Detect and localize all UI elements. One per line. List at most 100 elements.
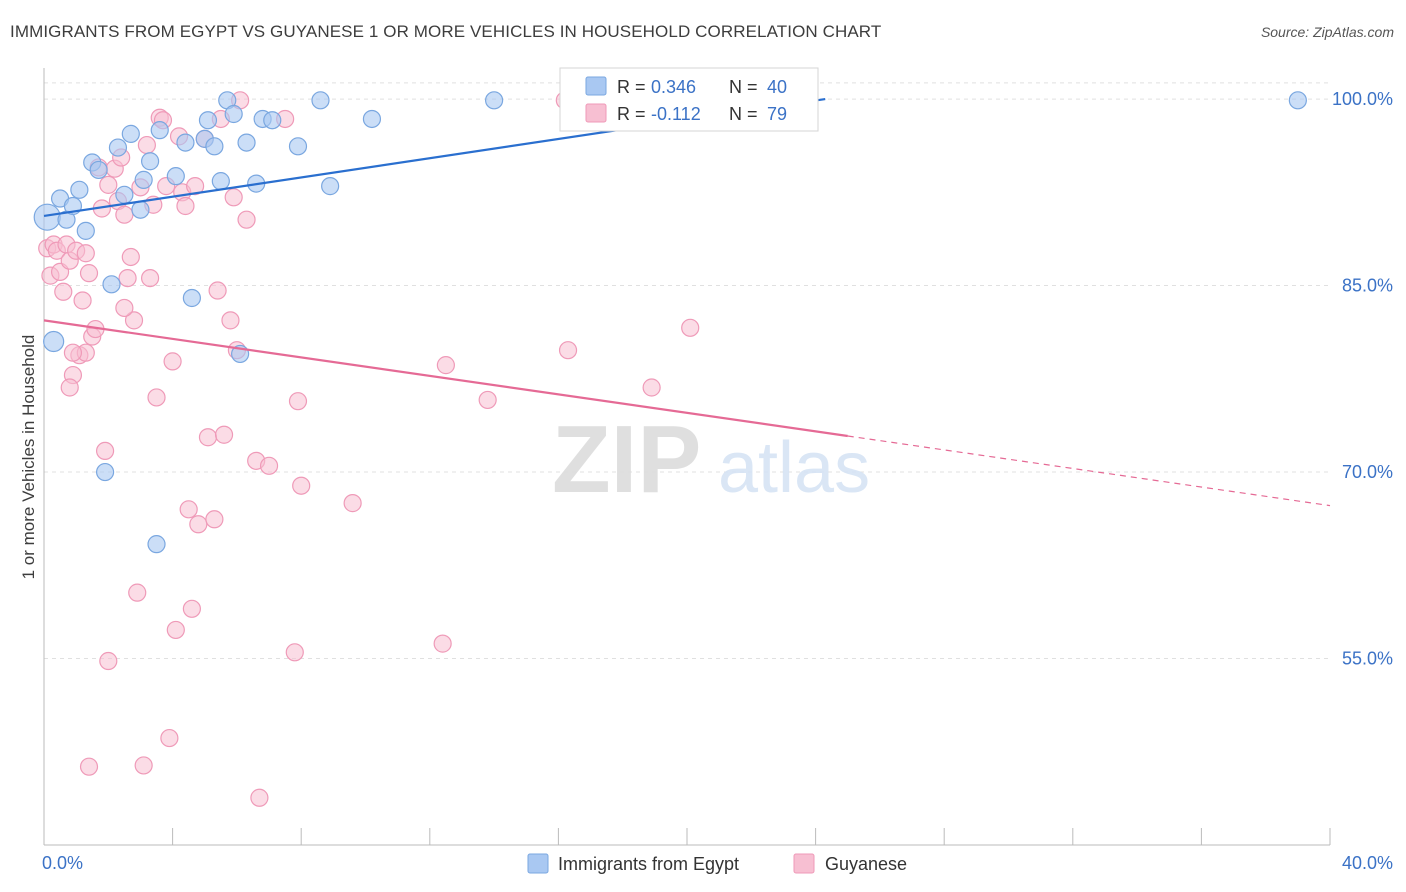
- guyanese-point: [137, 135, 156, 155]
- guyanese-point: [79, 264, 99, 283]
- egypt-point: [102, 275, 121, 294]
- guyanese-point: [140, 269, 160, 288]
- egypt-r-label: R =: [617, 77, 651, 97]
- guyanese-point: [95, 441, 115, 461]
- series-legend: Immigrants from Egypt Guyanese: [527, 853, 907, 874]
- egypt-points: [33, 91, 1307, 554]
- egypt-point: [362, 109, 382, 129]
- guyanese-point: [186, 177, 205, 196]
- guyanese-point: [436, 356, 455, 375]
- egypt-point: [121, 124, 140, 143]
- egypt-point: [224, 104, 243, 124]
- egypt-point: [263, 111, 282, 130]
- x-tick-label: 40.0%: [1342, 853, 1393, 873]
- gridlines: [44, 82, 1330, 660]
- egypt-point: [485, 91, 504, 110]
- guyanese-point: [134, 756, 153, 775]
- guyanese-point: [237, 210, 256, 229]
- guyanese-point: [224, 188, 243, 207]
- guyanese-point: [288, 392, 308, 411]
- chart-title: IMMIGRANTS FROM EGYPT VS GUYANESE 1 OR M…: [10, 22, 882, 41]
- egypt-point: [33, 203, 61, 231]
- watermark-atlas: atlas: [718, 428, 870, 508]
- egypt-n-label: N =: [729, 77, 763, 97]
- egypt-r-value: 0.346: [651, 77, 696, 97]
- guyanese-point: [198, 428, 218, 447]
- guyanese-legend-swatch: [585, 103, 607, 123]
- guyanese-point: [205, 510, 224, 529]
- guyanese-point: [166, 620, 185, 640]
- guyanese-point: [642, 378, 661, 397]
- guyanese-trend-extension: [847, 435, 1331, 507]
- egypt-point: [1288, 91, 1307, 110]
- egypt-point: [211, 172, 230, 191]
- egypt-point: [182, 288, 201, 308]
- guyanese-point: [79, 757, 99, 776]
- egypt-point: [205, 137, 224, 156]
- guyanese-series-swatch: [793, 853, 815, 874]
- guyanese-point: [115, 205, 134, 224]
- guyanese-point: [221, 311, 240, 330]
- y-tick-label: 100.0%: [1332, 89, 1393, 109]
- guyanese-series-label: Guyanese: [825, 854, 907, 874]
- guyanese-point: [176, 196, 195, 216]
- egypt-point: [166, 167, 185, 186]
- stats-legend: R = 0.346 N = 40 R = -0.112 N = 79: [559, 67, 819, 132]
- guyanese-point: [99, 175, 118, 194]
- egypt-series-swatch: [527, 853, 549, 874]
- guyanese-r-label: R =: [617, 104, 651, 124]
- egypt-legend-swatch: [585, 76, 607, 96]
- guyanese-point: [115, 298, 134, 318]
- watermark-zip: ZIP: [552, 406, 701, 513]
- egypt-point: [134, 170, 153, 189]
- guyanese-point: [160, 728, 179, 748]
- egypt-point: [198, 111, 218, 130]
- guyanese-point: [124, 311, 144, 330]
- y-tick-label: 55.0%: [1342, 649, 1393, 669]
- guyanese-point: [54, 282, 73, 301]
- chart-source: Source: ZipAtlas.com: [1260, 24, 1394, 40]
- guyanese-point: [343, 494, 362, 513]
- watermark: ZIP atlas: [552, 406, 870, 513]
- guyanese-point: [179, 500, 198, 519]
- egypt-point: [70, 180, 89, 199]
- egypt-series-label: Immigrants from Egypt: [558, 854, 739, 874]
- egypt-point: [76, 221, 95, 240]
- guyanese-point: [73, 291, 92, 310]
- guyanese-point: [208, 281, 227, 300]
- egypt-point: [43, 330, 65, 353]
- guyanese-trend-line: [43, 319, 848, 438]
- guyanese-point: [121, 247, 140, 267]
- guyanese-point: [433, 634, 452, 653]
- guyanese-point: [250, 788, 269, 807]
- guyanese-point: [147, 388, 166, 407]
- tick-labels: 100.0% 85.0% 70.0% 55.0% 0.0% 40.0%: [42, 89, 1393, 873]
- guyanese-r-value: -0.112: [651, 104, 701, 124]
- guyanese-point: [128, 583, 147, 602]
- guyanese-point: [259, 456, 279, 475]
- guyanese-point: [214, 425, 234, 444]
- egypt-point: [147, 535, 166, 554]
- x-tick-label: 0.0%: [42, 853, 83, 873]
- guyanese-point: [99, 651, 118, 671]
- guyanese-point: [118, 269, 137, 288]
- y-tick-label: 85.0%: [1342, 276, 1393, 296]
- egypt-point: [176, 133, 195, 152]
- egypt-point: [321, 177, 340, 196]
- egypt-point: [140, 152, 160, 171]
- egypt-point: [108, 138, 128, 157]
- guyanese-point: [558, 341, 578, 360]
- guyanese-point: [76, 244, 95, 263]
- guyanese-point: [63, 343, 83, 362]
- guyanese-point: [292, 476, 311, 495]
- guyanese-n-value: 79: [767, 104, 787, 124]
- guyanese-point: [285, 643, 304, 662]
- guyanese-point: [478, 390, 497, 410]
- guyanese-point: [163, 352, 182, 371]
- guyanese-point: [681, 318, 700, 337]
- y-tick-label: 70.0%: [1342, 462, 1393, 482]
- guyanese-n-label: N =: [729, 104, 763, 124]
- egypt-point: [115, 185, 134, 204]
- guyanese-point: [60, 378, 79, 397]
